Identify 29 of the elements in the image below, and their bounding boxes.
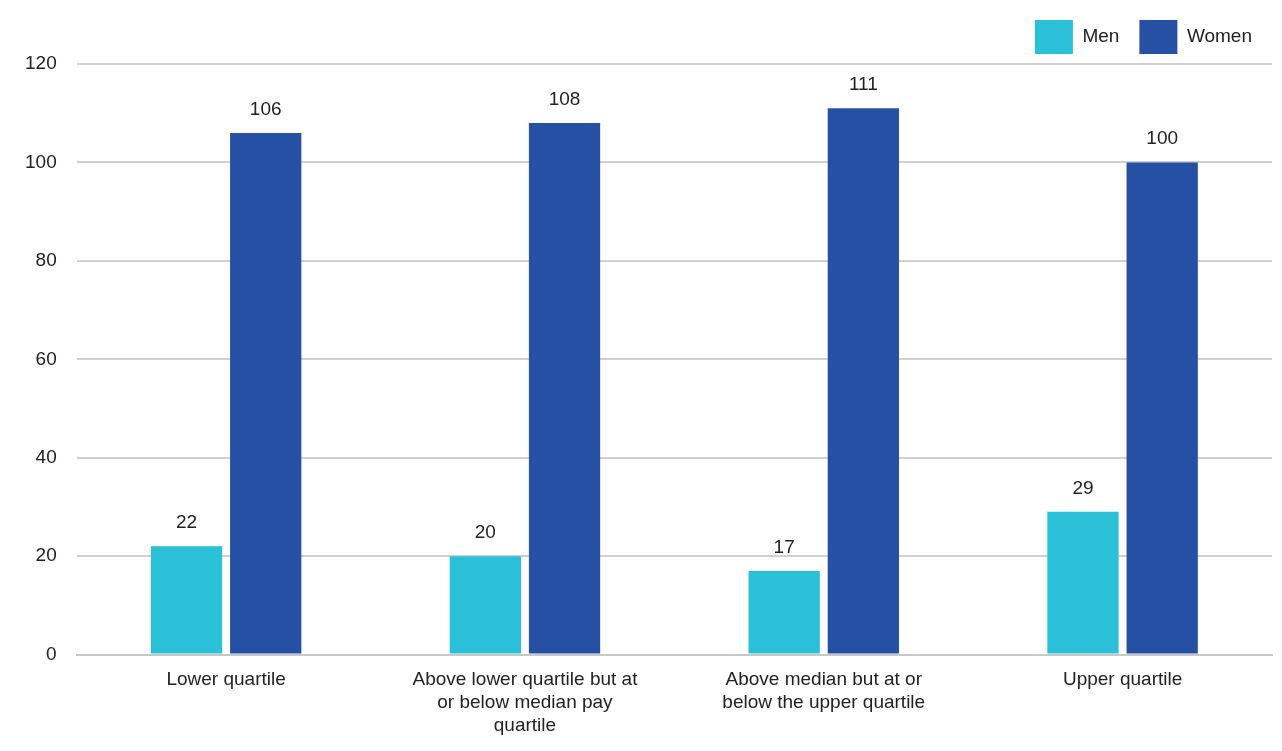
x-tick-label: Above lower quartile but at or below median pay quartile (412, 668, 639, 735)
y-tick-label: 40 (35, 445, 57, 467)
data-label: 108 (548, 87, 581, 109)
bar (1047, 511, 1119, 654)
y-tick-label: 100 (25, 150, 57, 172)
legend-label: Men (1082, 25, 1120, 47)
legend-label: Women (1186, 25, 1253, 47)
y-tick-label: 120 (25, 52, 57, 74)
data-label: 22 (175, 511, 198, 533)
bar (827, 108, 899, 654)
x-tick-label: Lower quartile (166, 668, 286, 690)
x-tick-label: Upper quartile (1062, 668, 1183, 690)
bar (449, 556, 521, 654)
data-label: 100 (1146, 127, 1179, 149)
y-tick-label: 0 (46, 642, 57, 664)
x-tick-label: Above median but at or below the upper quartile (722, 668, 926, 713)
y-tick-label: 60 (35, 347, 57, 369)
data-label: 29 (1072, 476, 1094, 498)
data-label: 106 (249, 97, 282, 119)
data-label: 17 (773, 535, 795, 557)
data-label: 20 (474, 520, 496, 542)
bar (748, 570, 820, 654)
bar (1126, 162, 1198, 654)
data-label: 111 (848, 73, 878, 95)
y-tick-label: 20 (35, 544, 57, 566)
bar (528, 123, 601, 654)
bar (230, 132, 302, 654)
y-tick-label: 80 (35, 249, 57, 271)
bar (150, 546, 223, 654)
